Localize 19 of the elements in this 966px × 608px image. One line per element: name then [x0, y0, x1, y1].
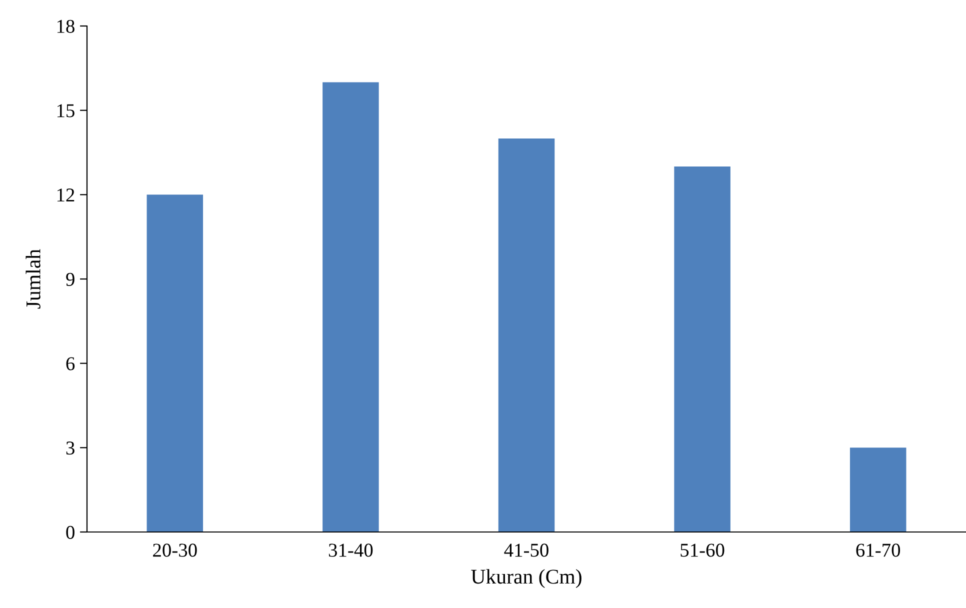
- y-tick-label: 18: [57, 20, 74, 33]
- y-tick-label: 0: [66, 526, 74, 539]
- bar: [674, 166, 730, 532]
- x-tick-label: 20-30: [153, 544, 197, 557]
- bar: [498, 138, 555, 532]
- bar: [146, 194, 204, 532]
- x-tick-label: 41-50: [504, 544, 548, 557]
- y-axis-title: Jumlah: [26, 249, 40, 309]
- x-tick-label: 61-70: [856, 544, 900, 557]
- y-tick-label: 12: [57, 188, 74, 202]
- bar: [322, 82, 379, 532]
- y-tick-label: 6: [66, 357, 75, 370]
- bar: [850, 448, 906, 532]
- y-tick-label: 3: [66, 442, 74, 455]
- y-tick-label: 9: [66, 272, 74, 286]
- x-tick-label: 51-60: [680, 544, 724, 557]
- x-tick-label: 31-40: [328, 544, 373, 557]
- y-tick-label: 15: [57, 104, 74, 118]
- x-axis-title: Ukuran (Cm): [471, 569, 582, 588]
